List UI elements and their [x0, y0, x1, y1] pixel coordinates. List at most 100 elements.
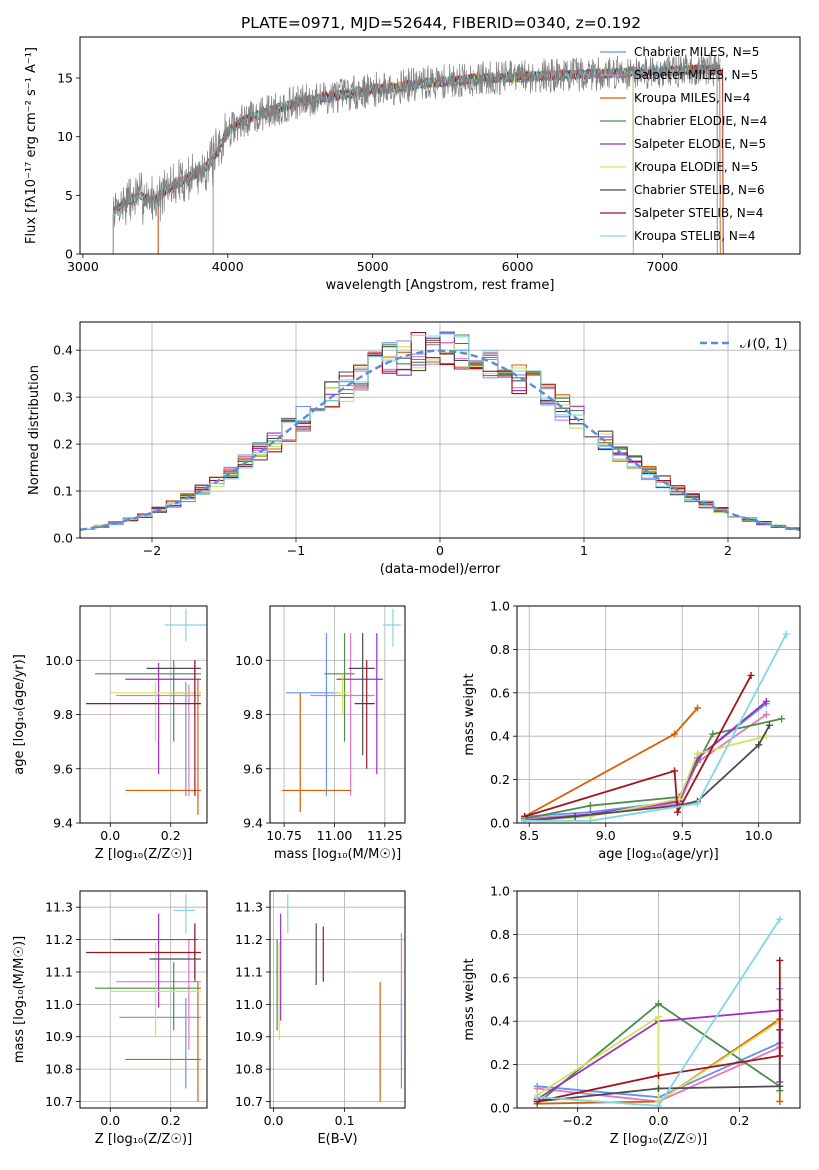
series-marker — [776, 1097, 784, 1105]
weight_vs_age-tick-label-y: 0.4 — [490, 729, 510, 744]
spectrum-tick-label-x: 3000 — [67, 259, 99, 274]
age_vs_mass-tick-label-x: 10.75 — [266, 828, 302, 843]
weight_vs_age-x-axis-label: age [log₁₀(age/yr)] — [598, 847, 719, 862]
mass_vs_Z-tick-label-y: 10.8 — [45, 1062, 73, 1077]
age_vs_Z-tick-label-y: 9.6 — [53, 761, 73, 776]
residuals-y-axis-label: Normed distribution — [27, 365, 42, 495]
series-marker — [533, 1084, 541, 1092]
model-spectrum-chabrier-elodie — [212, 67, 634, 254]
mass_vs_ebv-frame — [269, 890, 406, 1109]
spectrum-axes: 3000 4000 5000 6000 7000 0 5 10 15 wavelength [An… — [24, 47, 678, 293]
gaussian-curve — [80, 349, 800, 531]
series-marker — [778, 715, 786, 723]
age_vs_mass-tick-label-y: 9.8 — [243, 707, 263, 722]
residuals-legend: 𝒩(0, 1) — [700, 337, 787, 352]
weight_vs_age-tick-label-x: 8.5 — [519, 828, 539, 843]
figure-title: PLATE=0971, MJD=52644, FIBERID=0340, z=0… — [241, 14, 641, 32]
age_vs_Z-frame — [79, 605, 208, 824]
weight_vs_age-tick-label-y: 0.0 — [490, 816, 510, 831]
residuals-tick-label-y: 0.4 — [53, 343, 73, 358]
spectrum-tick-label-x: 4000 — [212, 259, 244, 274]
legend-entry: Kroupa STELIB, N​=4 — [634, 229, 756, 243]
age_vs_Z-tick-label-x: 0.0 — [100, 828, 120, 843]
residuals-tick-label-y: 0.3 — [53, 390, 73, 405]
mass_vs_ebv-tick-label-y: 11.3 — [235, 900, 263, 915]
histogram-kroupa-stelib — [80, 333, 800, 530]
spectrum-tick-label-x: 7000 — [646, 259, 678, 274]
weight_vs_Z-tick-label-y: 0.4 — [490, 1014, 510, 1029]
residuals-tick-label-y: 0.1 — [53, 484, 73, 499]
age_vs_Z-axes: 0.0 0.2 9.4 9.6 9.8 10.0 Z [log₁₀(Z/Z☉)] age [l… — [12, 606, 207, 862]
series-marker — [571, 812, 579, 820]
spectrum-tick-label-x: 5000 — [357, 259, 389, 274]
mass_vs_ebv-tick-label-y: 11.1 — [235, 964, 263, 979]
series-marker — [655, 1084, 662, 1092]
series-marker — [671, 767, 679, 775]
weight_vs_Z-x-axis-label: Z [log₁₀(Z/Z☉)] — [610, 1132, 707, 1147]
mass_vs_ebv-tick-label-y: 10.9 — [235, 1029, 263, 1044]
age_vs_Z-y-axis-label: age [log₁₀(age/yr)] — [12, 654, 27, 775]
series-marker — [755, 741, 763, 749]
series-line-salpeter-stelib — [537, 960, 781, 1103]
mass_vs_ebv-tick-label-x: 0.0 — [264, 1113, 284, 1128]
model-spectrum-kroupa-elodie — [212, 67, 634, 254]
age_vs_mass-x-axis-label: mass [log₁₀(M/M☉)] — [274, 847, 401, 862]
mass_vs_Z-tick-label-x: 0.2 — [161, 1113, 181, 1128]
legend-entry: Kroupa ELODIE, N​=5 — [634, 160, 758, 174]
age_vs_Z-x-axis-label: Z [log₁₀(Z/Z☉)] — [95, 847, 192, 862]
series-marker — [586, 802, 594, 810]
histogram-steps — [80, 331, 800, 531]
mass_vs_Z-tick-label-y: 11.2 — [45, 932, 73, 947]
weight_vs_Z-axes: −0.2 0.0 0.2 0.0 0.2 0.4 0.6 0.8 1.0 Z [log₁₀(Z/Z… — [462, 884, 800, 1147]
spectrum-y-axis-label: Flux [fλ10⁻¹⁷ erg cm⁻² s⁻¹ A⁻¹] — [24, 47, 39, 244]
age_vs_Z-tick-label-x: 0.2 — [161, 828, 181, 843]
series-line-kroupa-elodie — [536, 1015, 781, 1104]
spectrum-tick-label-y: 10 — [57, 129, 73, 144]
mass_vs_ebv-tick-label-x: 0.1 — [335, 1113, 355, 1128]
age_vs_mass-frame — [269, 605, 406, 824]
series-marker — [655, 1071, 662, 1079]
legend-entry: Salpeter MILES, N​=5 — [634, 68, 758, 82]
weight_vs_Z-tick-label-y: 0.6 — [490, 970, 510, 985]
series-marker — [782, 630, 790, 638]
legend-entry: Kroupa MILES, N​=4 — [634, 91, 750, 105]
residuals-tick-label-x: −2 — [143, 543, 161, 558]
series-marker — [762, 711, 770, 718]
mass_vs_Z-tick-label-y: 10.9 — [45, 1029, 73, 1044]
series-marker — [776, 915, 784, 923]
series-marker — [765, 721, 773, 729]
series-marker — [762, 697, 770, 705]
mass_vs_ebv-tick-label-y: 11.2 — [235, 932, 263, 947]
mass_vs_Z-frame — [79, 890, 208, 1109]
residuals-tick-label-x: −1 — [287, 543, 305, 558]
weight_vs_Z-tick-label-y: 1.0 — [490, 884, 510, 899]
residuals-x-axis-label: (data-model)/error — [380, 562, 501, 577]
mass_vs_Z-tick-label-y: 11.3 — [45, 900, 73, 915]
residuals-tick-label-x: 2 — [724, 543, 732, 558]
spectrum-tick-label-y: 0 — [65, 247, 73, 262]
spectrum-tick-label-y: 5 — [65, 188, 73, 203]
series-marker — [671, 730, 679, 738]
series-marker — [776, 1082, 784, 1090]
mass_vs_Z-tick-label-x: 0.0 — [100, 1113, 120, 1128]
weight_vs_age-tick-label-y: 1.0 — [490, 599, 510, 614]
series-line-chabrier-stelib — [524, 724, 771, 822]
mass_vs_ebv-errorbars — [276, 894, 403, 1102]
age_vs_Z-tick-label-y: 10.0 — [45, 653, 73, 668]
weight_vs_Z-tick-label-y: 0.2 — [490, 1057, 510, 1072]
weight_vs_age-y-axis-label: mass weight — [462, 673, 477, 755]
series-line-salpeter-stelib — [524, 674, 752, 818]
mass_vs_ebv-axes: 0.0 0.1 10.7 10.8 10.9 11.0 11.1 11.2 11.3 E(B-V) — [235, 891, 405, 1147]
series-marker — [709, 730, 717, 738]
legend-entry: 𝒩(0, 1) — [740, 337, 787, 352]
age_vs_mass-tick-label-y: 10.0 — [235, 653, 263, 668]
mass_vs_Z-axes: 0.0 0.2 10.7 10.8 10.9 11.0 11.1 11.2 11.3 Z [log… — [12, 891, 207, 1147]
series-marker — [694, 750, 702, 758]
age_vs_mass-tick-label-y: 9.6 — [243, 761, 263, 776]
spectrum-lines — [112, 51, 724, 254]
mass_vs_ebv-tick-label-y: 10.8 — [235, 1062, 263, 1077]
weight_vs_age-tick-label-y: 0.6 — [490, 685, 510, 700]
residuals-tick-label-y: 0.2 — [53, 437, 73, 452]
series-marker — [521, 817, 529, 823]
